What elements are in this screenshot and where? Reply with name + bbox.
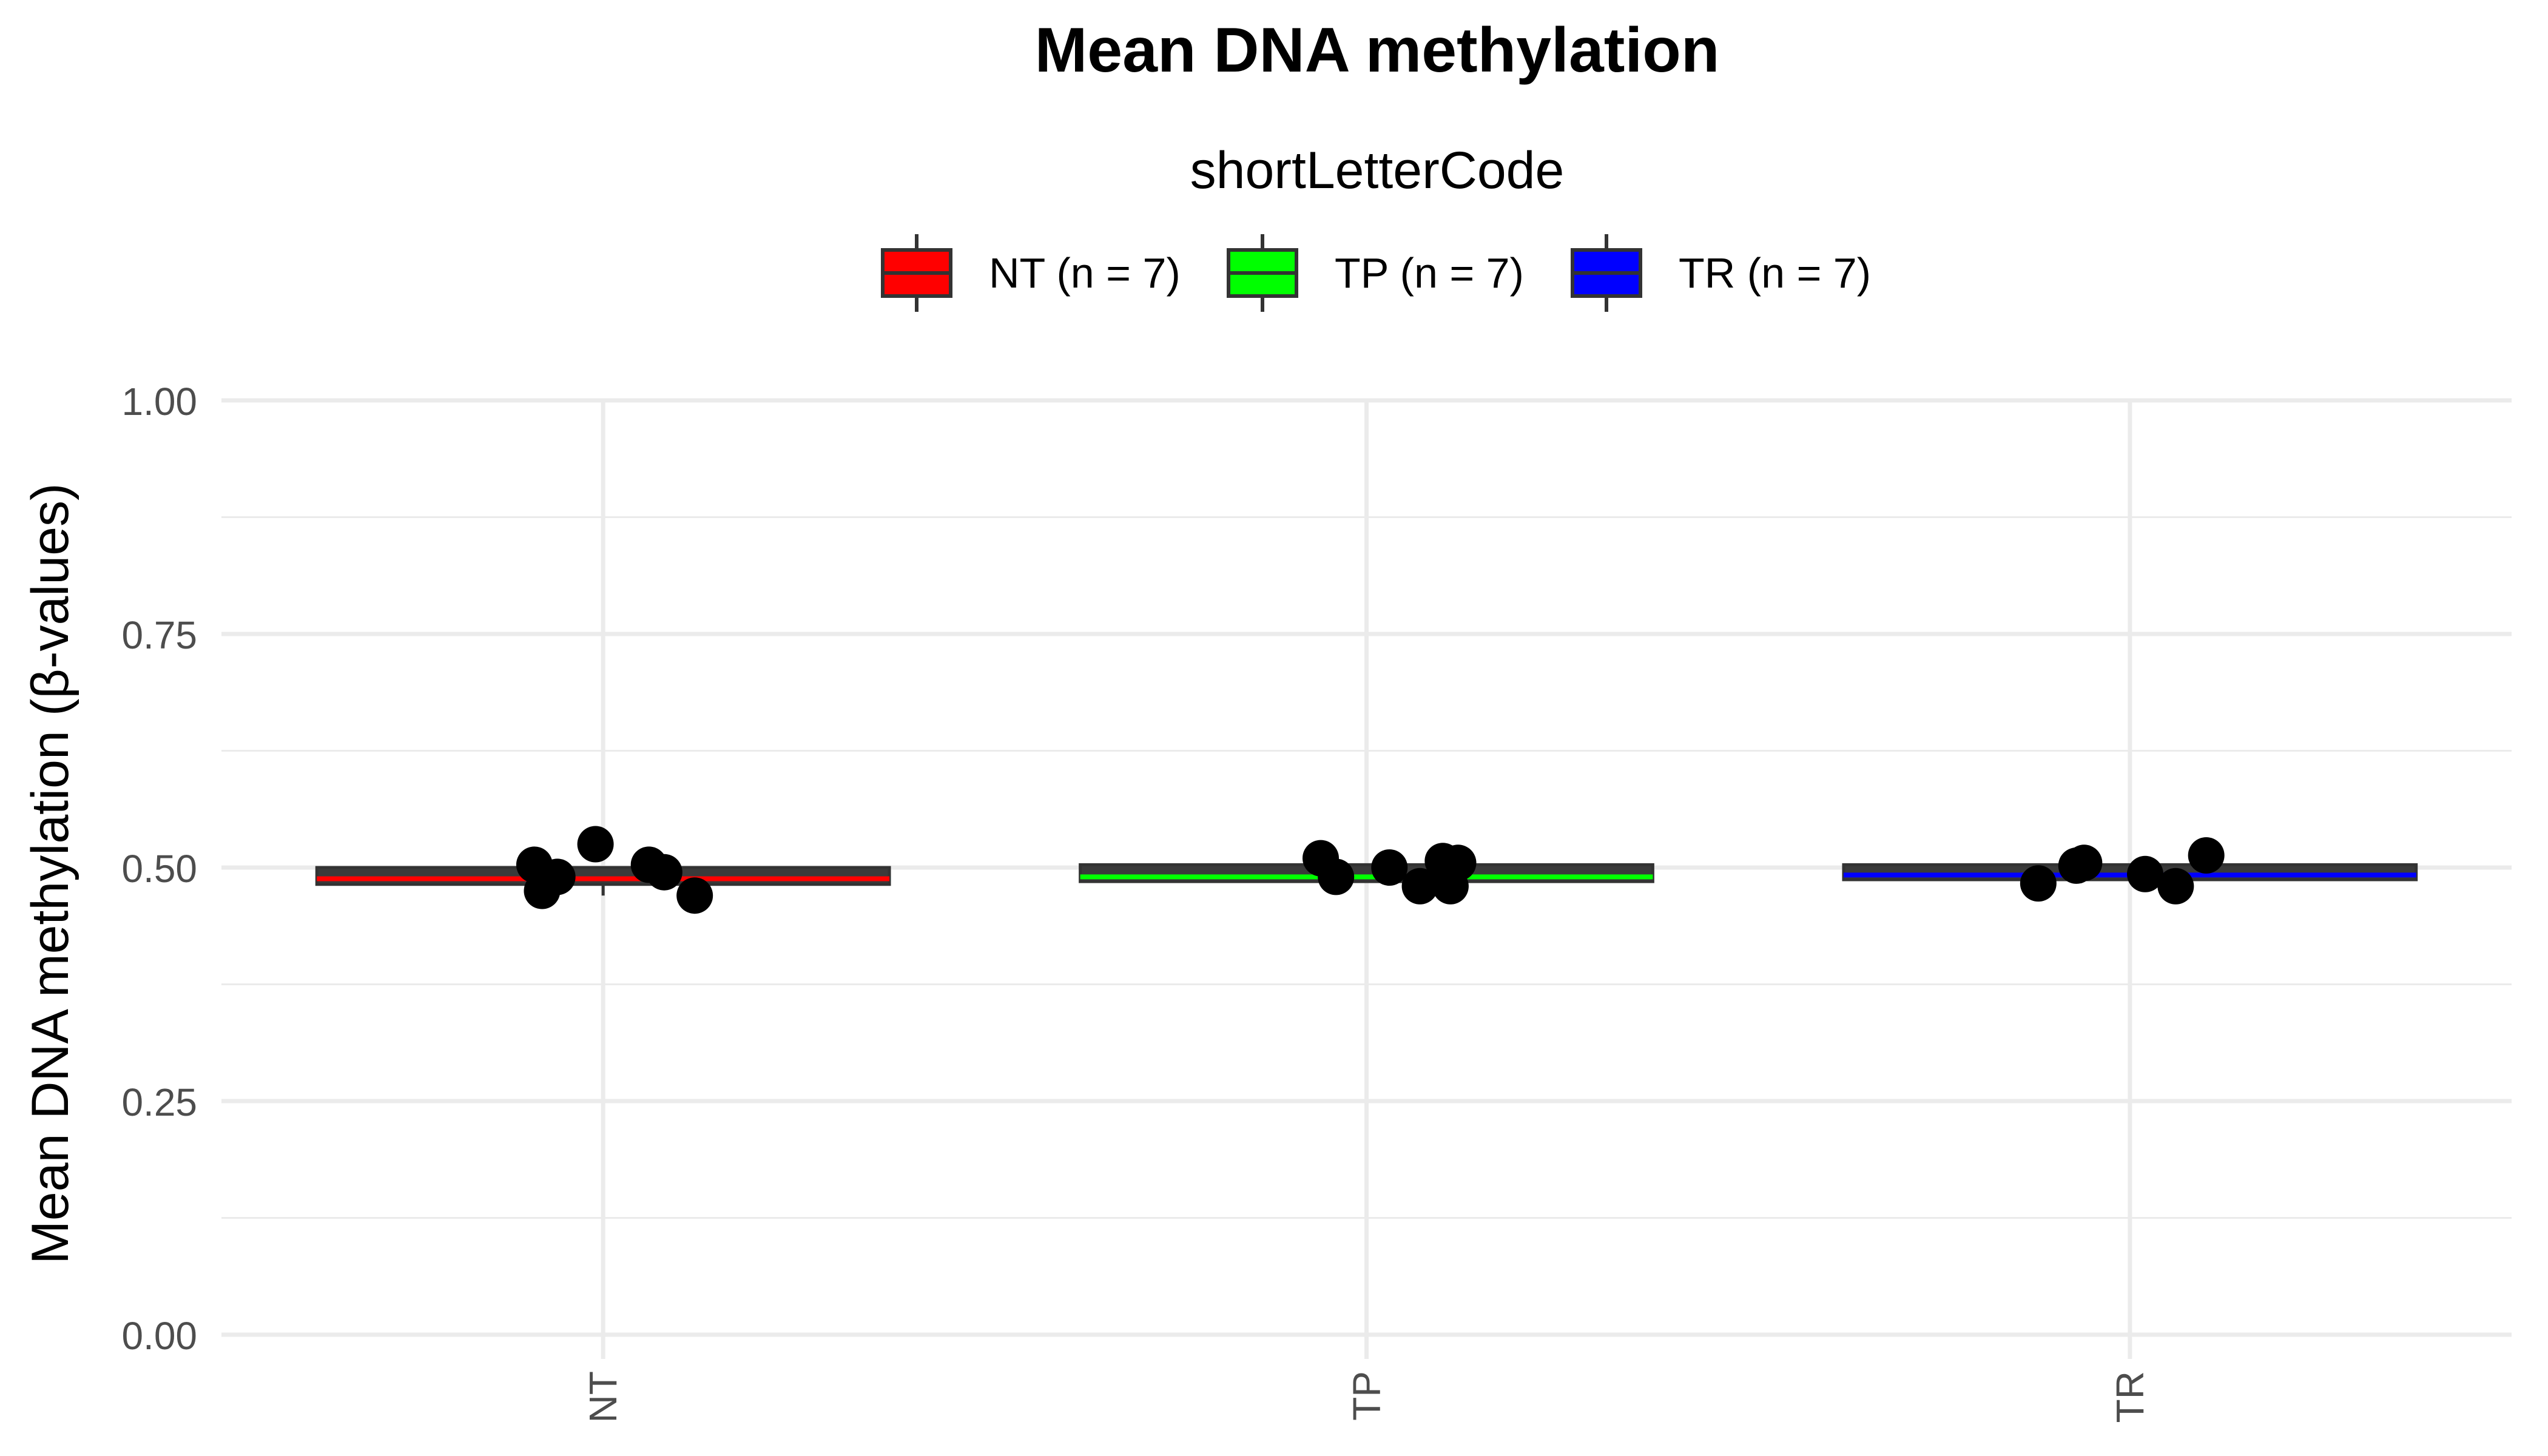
point-nt bbox=[524, 872, 561, 909]
point-tp bbox=[1371, 849, 1408, 886]
point-tr bbox=[2020, 865, 2057, 902]
y-tick-label: 1.00 bbox=[121, 380, 197, 423]
x-tick-label: NT bbox=[581, 1371, 625, 1423]
point-tr bbox=[2157, 868, 2194, 905]
point-nt bbox=[645, 854, 682, 891]
point-tr bbox=[2188, 837, 2225, 874]
point-nt bbox=[577, 826, 614, 863]
legend-label: NT (n = 7) bbox=[989, 249, 1181, 297]
legend-item-tp: TP (n = 7) bbox=[1227, 234, 1524, 312]
y-tick-label: 0.25 bbox=[121, 1080, 197, 1124]
legend-label: TP (n = 7) bbox=[1335, 249, 1524, 297]
legend-label: TR (n = 7) bbox=[1679, 249, 1871, 297]
box-nt bbox=[315, 866, 891, 896]
legend-item-nt: NT (n = 7) bbox=[881, 234, 1181, 312]
y-tick-label: 0.00 bbox=[121, 1314, 197, 1358]
point-nt bbox=[676, 877, 713, 914]
box-tp bbox=[1079, 863, 1654, 883]
point-tp bbox=[1401, 868, 1438, 905]
x-tick-label: TR bbox=[2108, 1371, 2152, 1423]
x-tick-label: TP bbox=[1345, 1371, 1389, 1421]
point-tp bbox=[1318, 858, 1355, 895]
y-axis-title: Mean DNA methylation (β-values) bbox=[21, 483, 79, 1264]
x-axis-ticks: NT TP TR bbox=[581, 1371, 2152, 1423]
y-axis-ticks: 0.00 0.25 0.50 0.75 1.00 bbox=[121, 380, 197, 1358]
box-body bbox=[315, 866, 891, 886]
grid-lines bbox=[221, 398, 2512, 1359]
legend: NT (n = 7) TP (n = 7) TR (n = 7) bbox=[881, 234, 1871, 312]
y-tick-label: 0.75 bbox=[121, 613, 197, 657]
point-tr bbox=[2127, 855, 2163, 892]
data-points bbox=[516, 826, 2225, 914]
point-tp bbox=[1432, 868, 1469, 905]
y-tick-label: 0.50 bbox=[121, 847, 197, 891]
point-tr bbox=[2066, 844, 2103, 881]
legend-item-tr: TR (n = 7) bbox=[1571, 234, 1871, 312]
chart-title: Mean DNA methylation bbox=[1035, 15, 1720, 86]
legend-title: shortLetterCode bbox=[1190, 141, 1565, 200]
